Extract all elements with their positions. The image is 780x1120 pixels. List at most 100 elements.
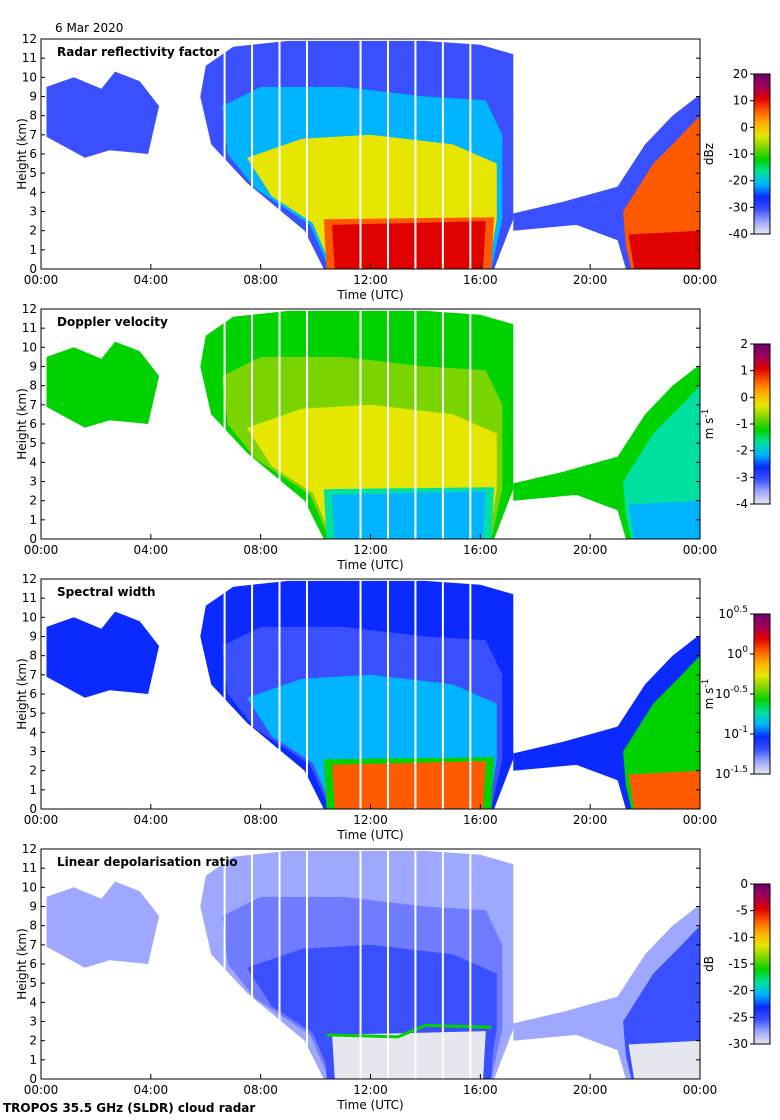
data-gap xyxy=(469,849,472,1079)
colorbar-tick-label: -10 xyxy=(728,147,748,161)
melting-layer xyxy=(326,1023,492,1039)
x-axis-label: Time (UTC) xyxy=(336,828,403,842)
echo-evening-rain xyxy=(628,1040,700,1079)
colorbar-label: dBz xyxy=(702,143,716,165)
data-gap xyxy=(359,579,362,809)
colorbar-tick-label: 10-0.5 xyxy=(715,685,748,701)
data-gap xyxy=(251,849,254,1079)
data-gap xyxy=(414,849,417,1079)
y-tick-label: 8 xyxy=(29,919,37,933)
y-axis-label: Height (km) xyxy=(15,118,29,189)
colorbar-tick-label: -30 xyxy=(728,200,748,214)
x-tick-label: 00:00 xyxy=(683,273,718,287)
y-axis-label: Height (km) xyxy=(15,928,29,999)
y-tick-label: 4 xyxy=(29,185,37,199)
x-tick-label: 16:00 xyxy=(463,1083,498,1097)
y-tick-label: 10 xyxy=(22,610,37,624)
colorbar-tick-label: -4 xyxy=(736,497,748,511)
y-tick-label: 8 xyxy=(29,109,37,123)
x-tick-label: 04:00 xyxy=(134,1083,169,1097)
echo-field xyxy=(46,579,700,809)
x-tick-label: 20:00 xyxy=(573,813,608,827)
y-tick-label: 12 xyxy=(22,572,37,586)
data-gap xyxy=(414,309,417,539)
data-gap xyxy=(251,39,254,269)
y-tick-label: 1 xyxy=(29,783,37,797)
x-axis-label: Time (UTC) xyxy=(336,288,403,302)
data-gap xyxy=(386,579,389,809)
y-tick-label: 6 xyxy=(29,687,37,701)
y-tick-label: 3 xyxy=(29,745,37,759)
data-gap xyxy=(441,309,444,539)
y-tick-label: 11 xyxy=(22,591,37,605)
y-tick-label: 5 xyxy=(29,976,37,990)
colorbar-tick-label: -3 xyxy=(736,470,748,484)
y-tick-label: 8 xyxy=(29,649,37,663)
echo-main-rain xyxy=(332,221,486,269)
y-tick-label: 0 xyxy=(29,1072,37,1086)
y-tick-label: 2 xyxy=(29,764,37,778)
y-tick-label: 0 xyxy=(29,532,37,546)
colorbar-tick-label: -5 xyxy=(736,904,748,918)
x-tick-label: 08:00 xyxy=(243,813,278,827)
data-gap xyxy=(305,579,308,809)
y-tick-label: 1 xyxy=(29,1053,37,1067)
colorbar-tick-label: -2 xyxy=(736,444,748,458)
colorbar-tick-label: 0 xyxy=(740,390,748,404)
y-tick-label: 11 xyxy=(22,321,37,335)
data-gap xyxy=(359,39,362,269)
x-tick-label: 20:00 xyxy=(573,1083,608,1097)
x-tick-label: 20:00 xyxy=(573,543,608,557)
y-tick-label: 7 xyxy=(29,938,37,952)
x-tick-label: 12:00 xyxy=(353,1083,388,1097)
colorbar-tick-label: -1 xyxy=(736,417,748,431)
colorbar-tick-label: 10-1 xyxy=(724,725,748,741)
colorbar xyxy=(753,343,771,505)
panel-title: Linear depolarisation ratio xyxy=(57,855,238,869)
data-gap xyxy=(441,579,444,809)
x-tick-label: 00:00 xyxy=(24,543,59,557)
data-gap xyxy=(386,849,389,1079)
y-tick-label: 12 xyxy=(22,842,37,856)
footer-caption: TROPOS 35.5 GHz (SLDR) cloud radar xyxy=(3,1101,256,1115)
y-tick-label: 1 xyxy=(29,243,37,257)
echo-morning xyxy=(46,611,160,698)
colorbar xyxy=(753,73,771,235)
y-tick-label: 5 xyxy=(29,436,37,450)
y-tick-label: 9 xyxy=(29,630,37,644)
echo-evening-rain xyxy=(628,230,700,269)
data-gap xyxy=(441,849,444,1079)
colorbar-tick-label: 20 xyxy=(733,67,748,81)
y-tick-label: 6 xyxy=(29,147,37,161)
y-tick-label: 0 xyxy=(29,802,37,816)
y-tick-label: 3 xyxy=(29,475,37,489)
colorbar-label: dB xyxy=(702,956,716,972)
panel-title: Spectral width xyxy=(57,585,156,599)
x-tick-label: 00:00 xyxy=(683,1083,718,1097)
colorbar-tick-label: -10 xyxy=(728,930,748,944)
colorbar-tick-label: -20 xyxy=(728,174,748,188)
echo-evening-rain xyxy=(628,500,700,539)
y-tick-label: 0 xyxy=(29,262,37,276)
y-tick-label: 1 xyxy=(29,513,37,527)
y-tick-label: 3 xyxy=(29,205,37,219)
colorbar-tick-label: 0 xyxy=(740,877,748,891)
colorbar-tick-label: 0 xyxy=(740,120,748,134)
echo-field xyxy=(46,39,700,270)
x-tick-label: 08:00 xyxy=(243,1083,278,1097)
y-tick-label: 2 xyxy=(29,224,37,238)
x-tick-label: 08:00 xyxy=(243,273,278,287)
y-tick-label: 10 xyxy=(22,70,37,84)
echo-field xyxy=(46,849,700,1079)
data-gap xyxy=(278,579,281,809)
y-tick-label: 7 xyxy=(29,668,37,682)
x-tick-label: 00:00 xyxy=(683,813,718,827)
colorbar-label: m s-1 xyxy=(701,679,716,710)
data-gap xyxy=(305,309,308,539)
y-tick-label: 2 xyxy=(29,494,37,508)
y-tick-label: 11 xyxy=(22,861,37,875)
y-tick-label: 6 xyxy=(29,417,37,431)
